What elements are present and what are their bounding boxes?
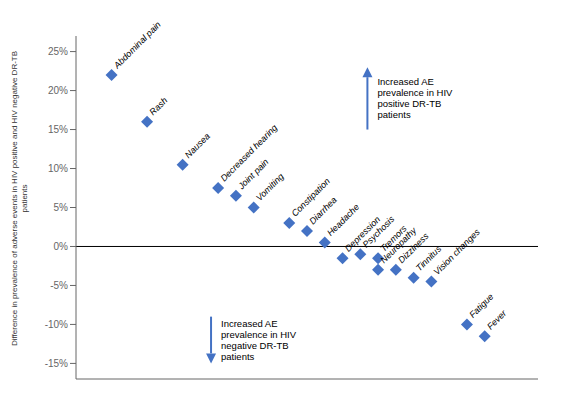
svg-text:Increased AEprevalence in HIVn: Increased AEprevalence in HIVnegative DR…	[221, 317, 297, 361]
svg-text:5%: 5%	[54, 202, 69, 213]
svg-text:Decreased hearing: Decreased hearing	[218, 122, 280, 184]
svg-text:25%: 25%	[48, 46, 68, 57]
svg-text:20%: 20%	[48, 85, 68, 96]
svg-text:Psychosis: Psychosis	[360, 214, 397, 250]
svg-text:0%: 0%	[54, 241, 69, 252]
svg-text:Dizziness: Dizziness	[396, 231, 431, 266]
svg-text:Difference in prevalence of ad: Difference in prevalence of adverse even…	[10, 51, 29, 346]
svg-text:Nausea: Nausea	[183, 131, 212, 160]
svg-text:Rash: Rash	[147, 95, 169, 117]
svg-text:Vision changes: Vision changes	[432, 226, 482, 276]
svg-text:Headache: Headache	[325, 201, 362, 238]
svg-text:Fatigue: Fatigue	[467, 292, 495, 320]
svg-text:Tremors: Tremors	[378, 223, 409, 254]
svg-text:Constipation: Constipation	[289, 176, 332, 219]
svg-text:Diarrhea: Diarrhea	[307, 194, 339, 227]
svg-text:-10%: -10%	[45, 319, 68, 330]
svg-text:Neuropathy: Neuropathy	[378, 225, 419, 266]
svg-text:Fever: Fever	[485, 307, 509, 331]
svg-text:Vomiting: Vomiting	[254, 171, 286, 203]
svg-text:10%: 10%	[48, 163, 68, 174]
svg-text:Increased AEprevalence in HIVp: Increased AEprevalence in HIVpositive DR…	[377, 75, 453, 119]
svg-text:15%: 15%	[48, 124, 68, 135]
svg-text:-5%: -5%	[50, 280, 68, 291]
svg-text:Joint pain: Joint pain	[236, 156, 271, 192]
svg-text:Tinnitus: Tinnitus	[414, 243, 444, 274]
svg-text:Depression: Depression	[342, 214, 383, 254]
svg-text:Abdominal pain: Abdominal pain	[111, 19, 163, 71]
svg-text:-15%: -15%	[45, 358, 68, 369]
